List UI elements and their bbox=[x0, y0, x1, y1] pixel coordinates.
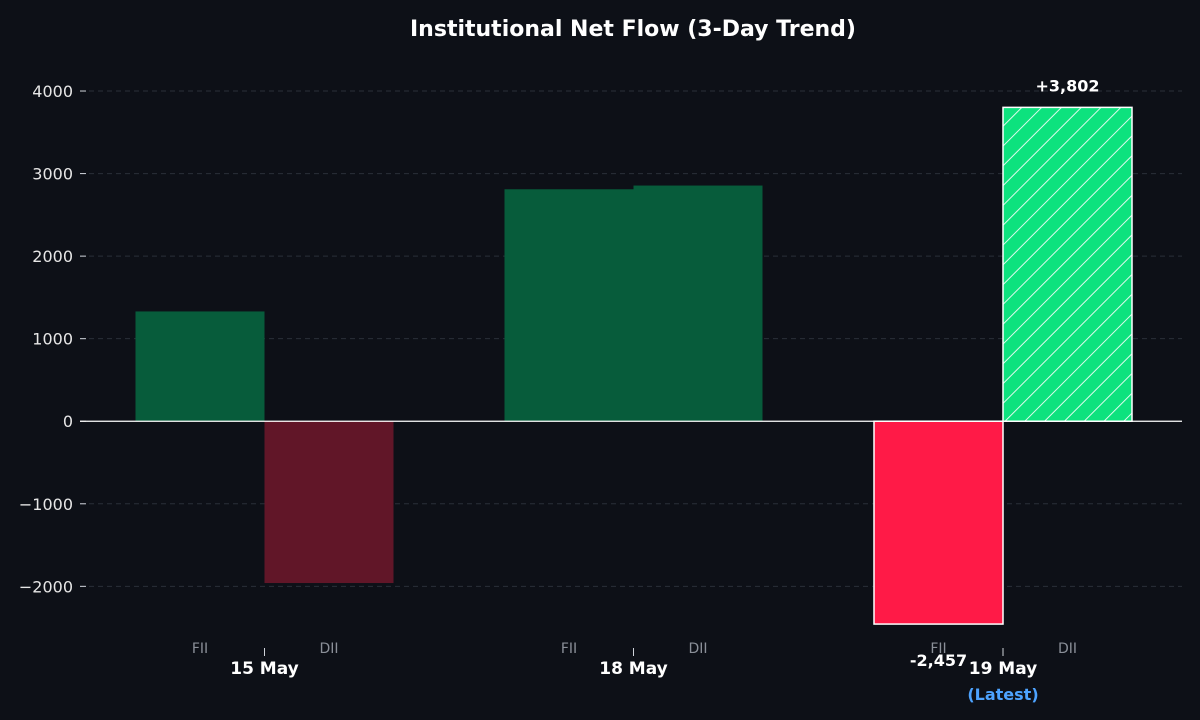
value-label-fii-latest: -2,457 bbox=[910, 651, 967, 670]
sub-label-dii: DII bbox=[319, 641, 338, 657]
y-tick-label: 3000 bbox=[32, 165, 73, 184]
sub-label-fii: FII bbox=[561, 641, 577, 657]
sub-label-fii: FII bbox=[192, 641, 208, 657]
latest-note: (Latest) bbox=[967, 685, 1038, 704]
bar-dii-1 bbox=[633, 185, 763, 422]
bar-fii-0 bbox=[135, 311, 265, 422]
y-tick-label: −1000 bbox=[19, 495, 73, 514]
category-label: 19 May bbox=[969, 659, 1038, 679]
sub-label-dii: DII bbox=[688, 641, 707, 657]
category-label: 15 May bbox=[230, 659, 299, 679]
y-axis: −2000 −1000 0 1000 2000 3000 4000 bbox=[19, 82, 86, 596]
x-axis: FII DII 15 May FII DII 18 May FII DII 19 May (Lat… bbox=[192, 641, 1077, 704]
y-tick-label: 4000 bbox=[32, 82, 73, 101]
y-tick-label: 2000 bbox=[32, 247, 73, 266]
y-tick-label: −2000 bbox=[19, 577, 73, 596]
value-labels: -2,457 +3,802 bbox=[910, 76, 1100, 670]
y-tick-label: 0 bbox=[63, 412, 73, 431]
value-label-dii-latest: +3,802 bbox=[1035, 76, 1099, 95]
sub-label-dii: DII bbox=[1058, 641, 1077, 657]
chart-title: Institutional Net Flow (3-Day Trend) bbox=[410, 17, 856, 42]
bar-fii-1 bbox=[504, 189, 634, 422]
bar-dii-2 bbox=[1002, 106, 1133, 422]
bar-dii-0 bbox=[264, 421, 394, 584]
category-label: 18 May bbox=[599, 659, 668, 679]
sub-label-fii: FII bbox=[930, 641, 946, 657]
bar-fii-2 bbox=[873, 420, 1004, 625]
bars bbox=[80, 106, 1182, 625]
y-tick-label: 1000 bbox=[32, 330, 73, 349]
